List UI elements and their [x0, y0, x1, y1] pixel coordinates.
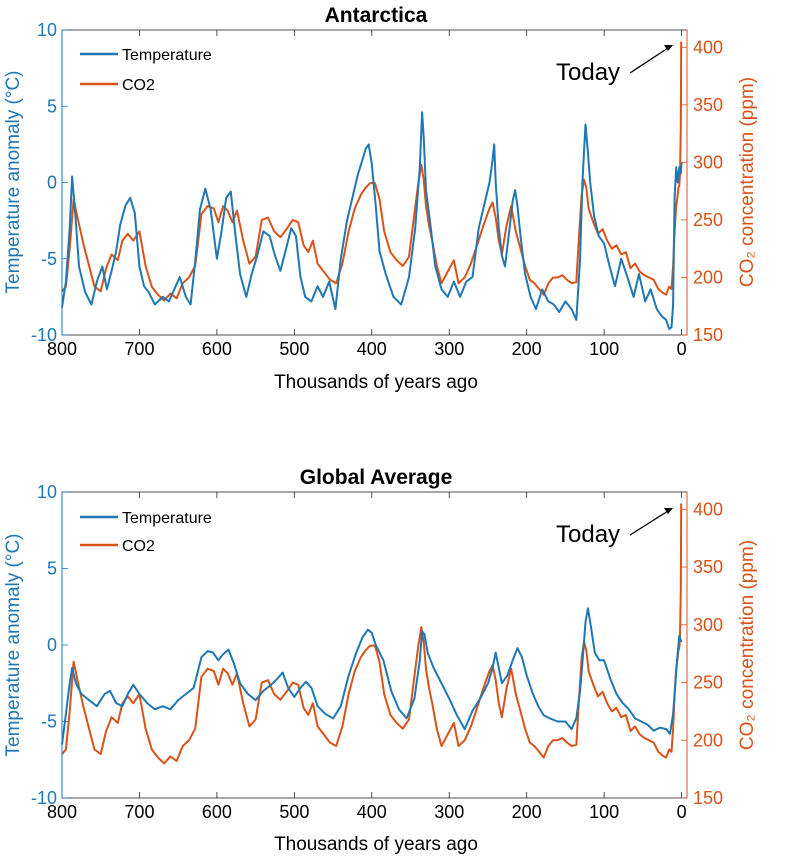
- x-tick-label: 700: [124, 339, 154, 359]
- x-tick-label: 0: [677, 339, 687, 359]
- y2-tick-label: 400: [693, 499, 723, 519]
- y-tick-label: 5: [47, 559, 57, 579]
- today-arrow: [629, 510, 669, 536]
- x-tick-label: 300: [434, 802, 464, 822]
- y2-tick-label: 350: [693, 557, 723, 577]
- x-tick-label: 300: [434, 339, 464, 359]
- y-tick-label: -5: [41, 249, 57, 269]
- y2-tick-label: 250: [693, 210, 723, 230]
- y2-tick-label: 200: [693, 730, 723, 750]
- y2-tick-label: 150: [693, 788, 723, 808]
- x-tick-label: 700: [124, 802, 154, 822]
- chart-title: Global Average: [300, 466, 453, 489]
- y2-tick-label: 200: [693, 267, 723, 287]
- series-line-co2: [61, 503, 683, 765]
- x-tick-label: 800: [47, 802, 77, 822]
- x-tick-label: 200: [512, 339, 542, 359]
- today-arrowhead: [664, 508, 673, 514]
- legend-label-co2: CO2: [122, 77, 155, 94]
- series-line-temperature: [61, 111, 683, 330]
- y-tick-label: 5: [47, 96, 57, 116]
- y-tick-label: 0: [47, 635, 57, 655]
- y2-axis-label: CO₂ concentration (ppm): [737, 540, 758, 750]
- today-annotation: Today: [556, 59, 620, 86]
- legend-label-co2: CO2: [122, 538, 155, 555]
- x-tick-label: 800: [47, 339, 77, 359]
- x-tick-label: 400: [357, 802, 387, 822]
- y-tick-label: -5: [41, 712, 57, 732]
- x-tick-label: 500: [279, 802, 309, 822]
- chart-global-average: Global Average 800 700 600 500 400 300 200 100 0…: [3, 466, 758, 855]
- today-annotation: Today: [556, 521, 620, 548]
- today-arrowhead: [664, 45, 673, 51]
- legend: Temperature CO2: [80, 510, 212, 555]
- y-tick-label: 10: [37, 20, 57, 40]
- x-tick-label: 100: [589, 339, 619, 359]
- series-line-co2: [61, 41, 683, 302]
- y-tick-label: -10: [31, 325, 57, 345]
- y2-tick-label: 150: [693, 325, 723, 345]
- y-axis-label: Temperature anomaly (°C): [3, 533, 24, 756]
- today-arrow: [629, 47, 669, 74]
- y-tick-label: -10: [31, 788, 57, 808]
- x-axis-label: Thousands of years ago: [274, 834, 478, 855]
- legend-label-temperature: Temperature: [122, 510, 212, 527]
- y2-tick-label: 400: [693, 37, 723, 57]
- x-tick-label: 500: [279, 339, 309, 359]
- y2-tick-label: 300: [693, 152, 723, 172]
- y-axis-label: Temperature anomaly (°C): [3, 70, 24, 293]
- y-tick-label: 10: [37, 482, 57, 502]
- chart-title: Antarctica: [325, 4, 428, 27]
- x-tick-label: 0: [677, 802, 687, 822]
- x-tick-label: 400: [357, 339, 387, 359]
- x-tick-label: 600: [202, 802, 232, 822]
- x-tick-label: 100: [589, 802, 619, 822]
- legend-label-temperature: Temperature: [122, 47, 212, 64]
- series-line-temperature: [61, 607, 683, 745]
- x-tick-label: 600: [202, 339, 232, 359]
- y2-tick-label: 250: [693, 673, 723, 693]
- x-axis-label: Thousands of years ago: [274, 372, 478, 393]
- y-tick-label: 0: [47, 173, 57, 193]
- legend: Temperature CO2: [80, 47, 212, 94]
- y2-tick-label: 300: [693, 615, 723, 635]
- y2-axis-label: CO₂ concentration (ppm): [737, 77, 758, 287]
- x-tick-label: 200: [512, 802, 542, 822]
- y2-tick-label: 350: [693, 95, 723, 115]
- chart-antarctica: Antarctica 800 700 600 500 400 300 200 100 0-10-…: [3, 4, 758, 393]
